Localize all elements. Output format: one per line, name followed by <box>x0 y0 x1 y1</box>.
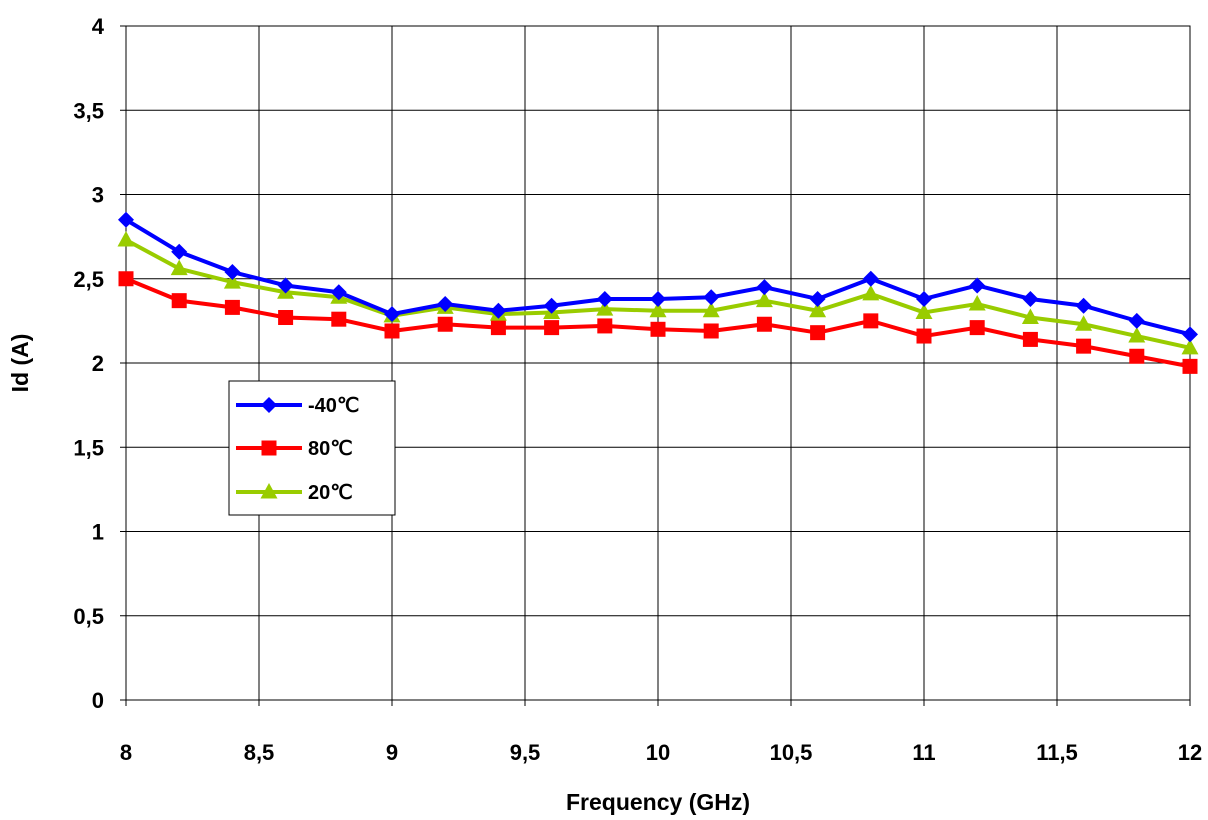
x-tick-label: 12 <box>1178 740 1202 765</box>
y-tick-label: 4 <box>92 14 105 39</box>
grid-lines <box>125 25 1191 701</box>
data-point <box>596 300 614 316</box>
data-point <box>862 284 880 301</box>
data-point <box>330 284 347 301</box>
data-point <box>1128 327 1146 343</box>
y-tick-label: 2,5 <box>73 267 104 292</box>
data-point <box>916 290 932 307</box>
series-1 <box>118 271 1198 374</box>
legend-marker <box>261 440 277 456</box>
y-tick-label: 3,5 <box>73 98 104 123</box>
legend-marker <box>261 397 277 413</box>
x-tick-label: 10 <box>646 740 670 765</box>
legend-item: 20℃ <box>236 482 353 504</box>
data-point <box>544 320 560 336</box>
data-point <box>171 243 188 260</box>
data-point <box>809 290 826 307</box>
data-point <box>331 311 347 327</box>
data-point <box>1181 338 1199 355</box>
data-point <box>649 301 667 318</box>
series-0 <box>118 211 1198 343</box>
data-point <box>596 290 613 307</box>
data-point <box>703 289 720 306</box>
x-tick-label: 9 <box>386 740 398 765</box>
data-point <box>1182 326 1198 343</box>
data-point <box>1075 315 1093 331</box>
y-tick-label: 0,5 <box>73 604 104 629</box>
data-point <box>969 277 986 294</box>
data-point <box>756 279 773 296</box>
x-tick-label: 9,5 <box>510 740 541 765</box>
data-point <box>277 277 294 294</box>
data-point <box>224 299 240 315</box>
data-point <box>384 306 400 323</box>
data-point <box>756 316 772 332</box>
y-tick-label: 1,5 <box>73 435 104 460</box>
y-tick-label: 0 <box>92 688 104 713</box>
y-tick-label: 2 <box>92 351 104 376</box>
data-point <box>1182 358 1198 374</box>
data-point <box>1076 338 1092 354</box>
data-point <box>170 259 188 276</box>
series-2 <box>117 230 1199 355</box>
legend-label: 80℃ <box>308 438 353 460</box>
data-point <box>915 303 933 319</box>
y-tick-label: 3 <box>92 183 104 208</box>
x-tick-label: 8,5 <box>244 740 275 765</box>
data-point <box>1129 348 1145 364</box>
data-point <box>862 270 879 287</box>
data-point <box>490 302 507 319</box>
data-point <box>1075 297 1092 314</box>
y-axis-ticks: 0 0,5 1 1,5 2 2,5 3 3,5 4 <box>73 14 126 713</box>
legend: -40℃ 80℃ 20℃ <box>228 380 396 516</box>
data-point <box>490 320 506 336</box>
data-point <box>171 293 187 309</box>
data-point <box>118 271 134 287</box>
data-point <box>223 273 241 289</box>
data-point <box>916 328 932 344</box>
legend-marker <box>260 483 278 499</box>
data-point <box>224 264 241 281</box>
y-axis-label: Id (A) <box>7 334 33 393</box>
data-point <box>1022 290 1039 307</box>
data-point <box>650 290 666 307</box>
data-point <box>543 297 560 314</box>
data-point <box>755 291 773 308</box>
x-tick-label: 11 <box>912 740 935 765</box>
legend-label: -40℃ <box>308 395 359 417</box>
data-point <box>597 318 613 334</box>
data-point <box>809 301 827 318</box>
x-axis-ticks: 8 8,5 9 9,5 10 10,5 11 11,5 12 <box>120 700 1202 765</box>
data-point <box>118 211 134 228</box>
x-tick-label: 8 <box>120 740 132 765</box>
data-point <box>968 295 986 311</box>
data-point <box>703 323 719 339</box>
legend-label: 20℃ <box>308 482 353 504</box>
y-tick-label: 1 <box>92 520 104 545</box>
data-point <box>863 313 879 329</box>
data-point <box>650 321 666 337</box>
data-point <box>278 310 294 326</box>
legend-item: -40℃ <box>236 395 359 417</box>
data-point <box>117 230 135 247</box>
data-point <box>702 301 720 318</box>
data-point <box>810 325 826 341</box>
data-point <box>969 320 985 336</box>
data-point <box>437 296 454 313</box>
data-point <box>1021 308 1039 325</box>
data-point <box>1128 312 1145 329</box>
x-tick-label: 11,5 <box>1036 740 1078 765</box>
legend-item: 80℃ <box>236 438 353 460</box>
data-point <box>384 323 400 339</box>
data-point <box>437 316 453 332</box>
series-layer <box>117 211 1199 374</box>
x-axis-label: Frequency (GHz) <box>566 789 750 815</box>
x-tick-label: 10,5 <box>770 740 813 765</box>
data-point <box>1022 331 1038 347</box>
